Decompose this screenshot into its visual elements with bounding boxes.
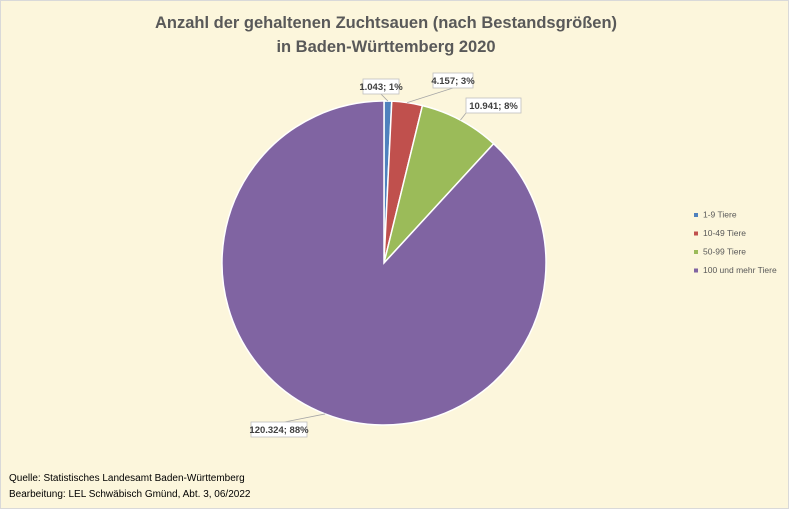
data-label: 10.941; 8%	[469, 101, 518, 112]
legend-label: 50-99 Tiere	[703, 247, 746, 257]
data-label: 1.043; 1%	[359, 82, 403, 93]
leader-line	[284, 413, 326, 423]
source-note: Quelle: Statistisches Landesamt Baden-Wü…	[9, 473, 245, 484]
leader-line	[460, 112, 467, 121]
legend-label: 10-49 Tiere	[703, 228, 746, 238]
chart-title: Anzahl der gehaltenen Zuchtsauen (nach B…	[1, 11, 771, 59]
data-label-box	[250, 421, 308, 438]
legend-label: 100 und mehr Tiere	[703, 265, 777, 275]
legend-marker	[694, 250, 698, 254]
editor-note: Bearbeitung: LEL Schwäbisch Gmünd, Abt. …	[9, 489, 251, 500]
leader-line	[380, 93, 389, 102]
legend-marker	[694, 213, 698, 217]
legend-label: 1-9 Tiere	[703, 210, 737, 220]
legend-marker	[694, 268, 698, 273]
legend-marker	[694, 231, 698, 236]
data-label-box	[362, 78, 400, 95]
pie-slice	[221, 100, 547, 426]
title-line-2: in Baden-Württemberg 2020	[276, 38, 496, 56]
data-label-box	[432, 72, 474, 89]
title-line-1: Anzahl der gehaltenen Zuchtsauen (nach B…	[154, 14, 618, 32]
data-label-box	[465, 97, 522, 114]
leader-line	[407, 87, 454, 104]
data-label: 4.157; 3%	[431, 76, 475, 87]
data-label: 120.324; 88%	[249, 425, 309, 436]
